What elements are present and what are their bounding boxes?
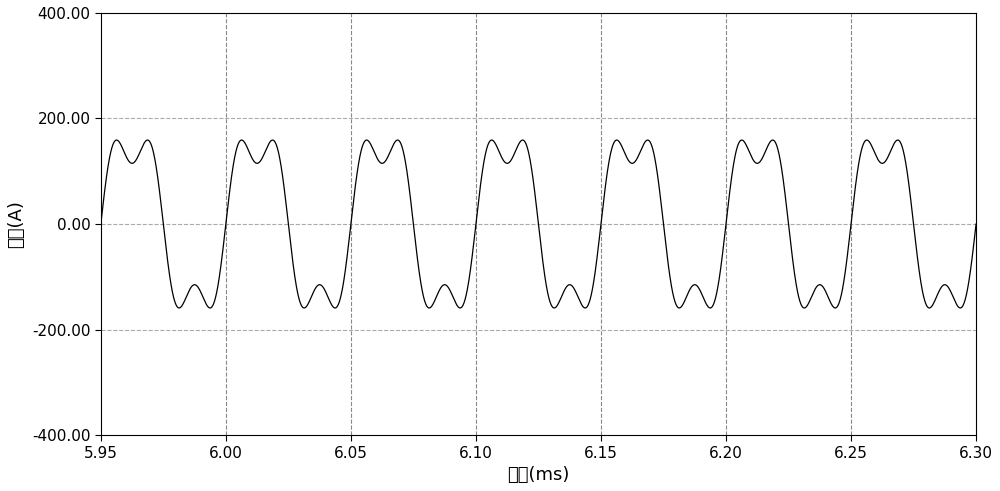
X-axis label: 时间(ms): 时间(ms)	[507, 466, 570, 484]
Y-axis label: 电流(A): 电流(A)	[7, 200, 25, 248]
